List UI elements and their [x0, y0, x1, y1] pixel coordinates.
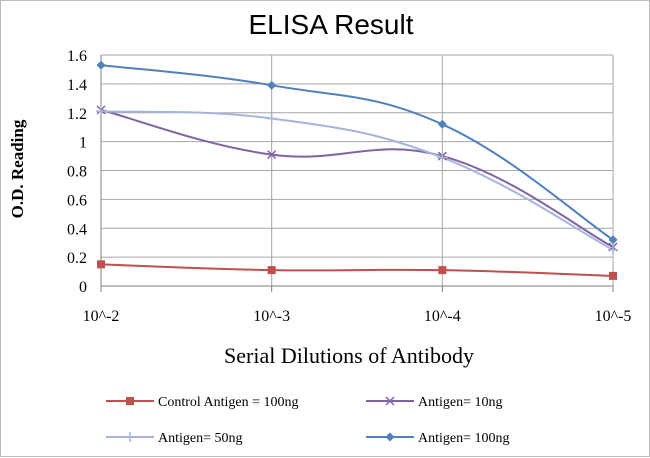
legend-label: Antigen= 100ng: [418, 431, 510, 446]
y-tick-label: 1.4: [67, 77, 87, 94]
series-line: [100, 108, 614, 248]
data-point: [266, 113, 277, 124]
y-tick-label: 0.2: [67, 250, 87, 267]
series-line: [100, 263, 614, 277]
legend-label: Antigen= 50ng: [158, 431, 243, 446]
series-layer: [96, 60, 618, 280]
x-tick-label: 10^-5: [595, 308, 632, 325]
data-point: [97, 260, 105, 269]
y-tick-label: 0.8: [67, 164, 87, 181]
legend-entry: Antigen= 50ng: [106, 431, 243, 446]
series-line: [100, 64, 614, 241]
legend-label: Control Antigen = 100ng: [158, 395, 299, 410]
data-point: [96, 60, 106, 70]
y-axis-label: O.D. Reading: [8, 119, 27, 218]
data-point: [609, 271, 617, 280]
legend-entry: Antigen= 100ng: [366, 431, 510, 446]
tick-layer: 0 0.2 0.4 0.6 0.8 1 1.2 1.4 1.6 10^-2 10^-3 10^-4 10…: [67, 48, 631, 325]
y-tick-label: 0.4: [67, 221, 87, 238]
chart-title: ELISA Result: [249, 9, 414, 40]
data-point: [96, 106, 106, 117]
grid-layer: [100, 54, 614, 292]
legend-entry: Control Antigen = 100ng: [106, 395, 299, 410]
legend-swatch-marker: [126, 397, 134, 405]
series-line: [100, 110, 614, 251]
y-tick-label: 1.6: [67, 48, 87, 65]
data-point: [267, 80, 277, 90]
legend-swatch-marker: [125, 432, 135, 442]
data-point: [608, 244, 618, 255]
legend: Control Antigen = 100ng Antigen= 10ng Anti…: [106, 395, 510, 446]
data-point: [438, 266, 447, 275]
x-axis-label: Serial Dilutions of Antibody: [224, 343, 474, 368]
x-tick-label: 10^-3: [253, 308, 290, 325]
legend-swatch-marker: [385, 396, 395, 406]
y-tick-label: 1.2: [67, 106, 87, 123]
data-point: [437, 119, 447, 129]
legend-entry: Antigen= 10ng: [366, 395, 503, 410]
y-tick-label: 0: [79, 279, 87, 296]
x-tick-label: 10^-4: [424, 308, 461, 325]
data-point: [267, 150, 277, 160]
data-point: [437, 152, 448, 163]
x-tick-label: 10^-2: [83, 308, 120, 325]
y-tick-label: 1: [79, 135, 87, 152]
legend-swatch-marker: [385, 432, 395, 442]
data-point: [267, 266, 276, 275]
y-tick-label: 0.6: [67, 192, 87, 209]
data-point: [608, 235, 618, 245]
legend-label: Antigen= 10ng: [418, 395, 503, 410]
